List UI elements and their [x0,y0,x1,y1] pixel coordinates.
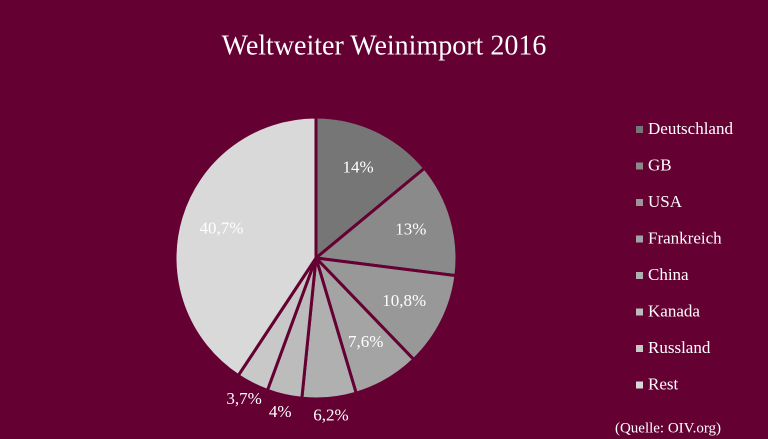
data-label: 7,6% [348,332,383,351]
legend-swatch [636,345,643,352]
data-label: 14% [342,158,373,177]
legend-label: USA [648,192,683,211]
legend-label: Deutschland [648,119,733,138]
pie-slice [173,115,318,378]
legend-label: GB [648,155,672,174]
legend-swatch [636,308,643,316]
legend-swatch [636,235,643,243]
legend-swatch [636,162,643,170]
source-note: (Quelle: OIV.org) [615,420,721,436]
pie-slice [312,166,459,278]
legend-label: Frankreich [648,228,722,247]
chart-title: Weltweiter Weinimport 2016 [222,30,547,61]
data-label: 6,2% [313,406,348,425]
legend-label: Rest [648,374,679,393]
legend-label: Russland [648,338,711,357]
data-label: 4% [269,402,292,421]
data-label: 13% [395,219,426,238]
legend-swatch [636,381,643,389]
data-label: 10,8% [382,291,426,310]
legend-label: China [648,265,689,284]
data-label: 40,7% [200,218,244,237]
data-label: 3,7% [226,389,261,408]
legend-swatch [636,126,643,133]
pie-slice [314,115,427,262]
legend-swatch [636,272,643,279]
legend-label: Kanada [648,301,700,320]
legend-swatch [636,199,643,206]
pie-slice [311,255,458,362]
